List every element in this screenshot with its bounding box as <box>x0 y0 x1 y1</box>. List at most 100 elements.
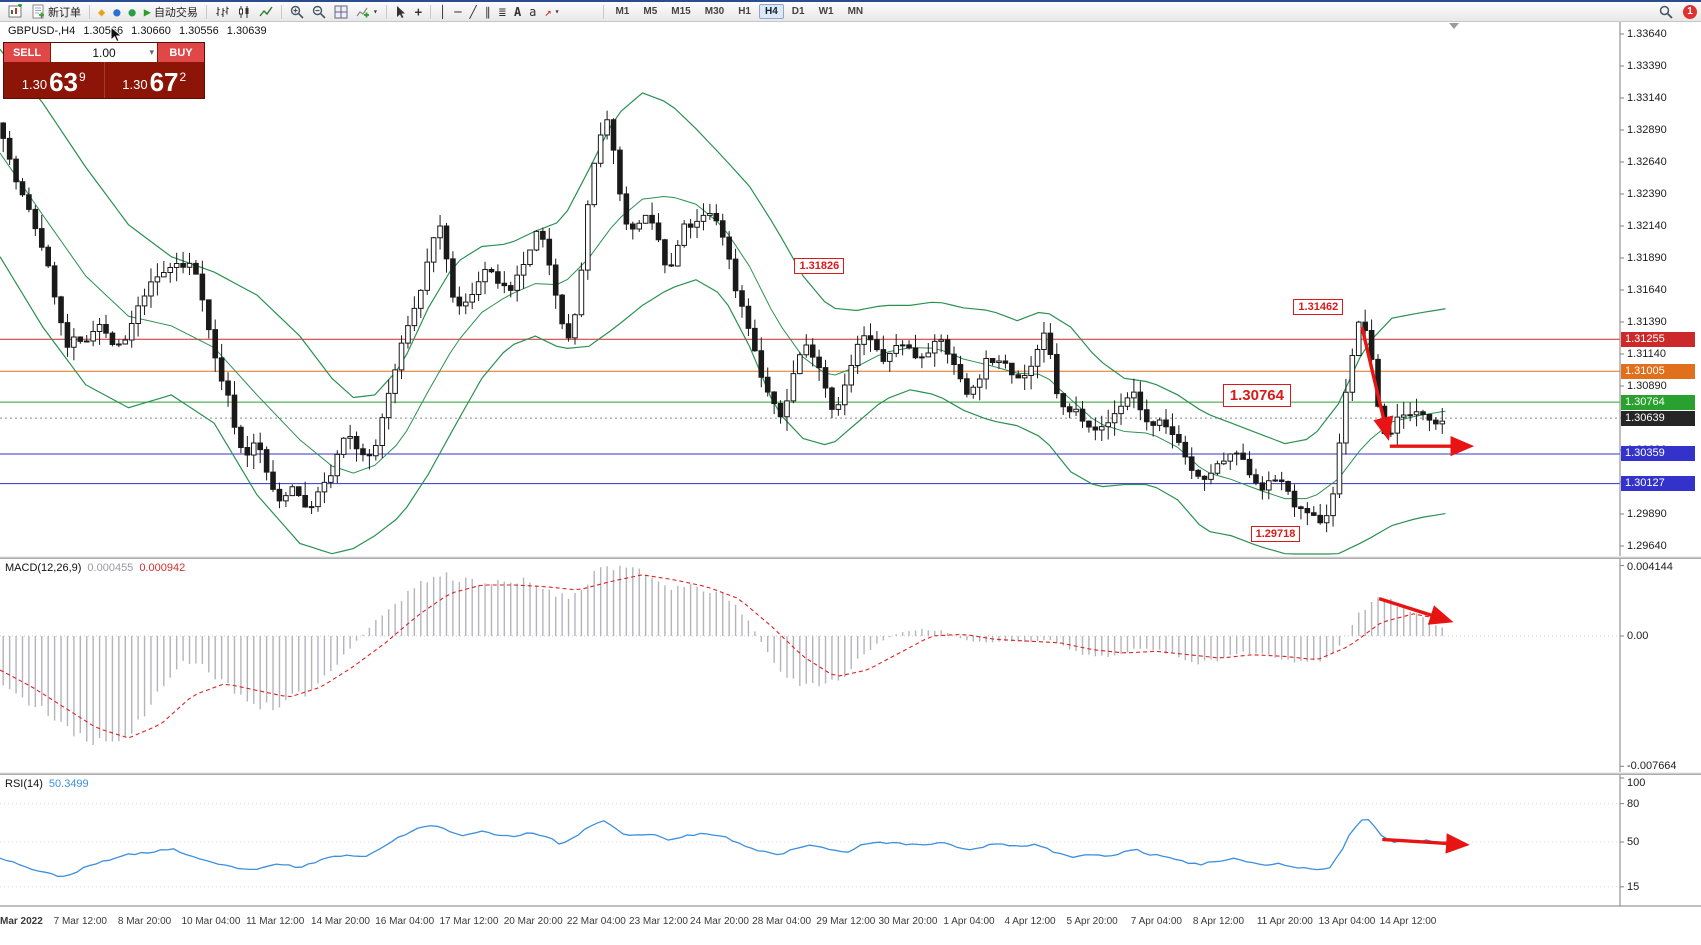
dropdown-arrow-icon: ▾ <box>554 6 560 16</box>
bollinger-middle-band <box>0 152 1446 500</box>
timeframe-M15[interactable]: M15 <box>671 6 691 17</box>
horizontal-line-tool-button[interactable]: ─ <box>450 2 465 22</box>
notifications-badge[interactable]: 1 <box>1683 4 1697 19</box>
arrows-tool-button[interactable]: ↗ ▾ <box>540 2 563 22</box>
community-icon: ● <box>128 4 136 19</box>
line-chart-button[interactable] <box>255 2 277 22</box>
timeframe-M30[interactable]: M30 <box>704 6 725 17</box>
panel-separator[interactable] <box>0 772 1701 775</box>
timeframe-MN[interactable]: MN <box>847 6 864 17</box>
trend-arrow-macd[interactable] <box>1378 596 1454 625</box>
new-order-button[interactable]: 新订单 <box>27 2 85 22</box>
macd-signal-line <box>0 574 1440 739</box>
metaeditor-button[interactable]: ◆ <box>94 2 109 22</box>
timeframe-M5[interactable]: M5 <box>643 6 658 17</box>
chart-shift-marker[interactable] <box>1449 23 1459 29</box>
timeframe-D1[interactable]: D1 <box>791 6 805 17</box>
toolbar: 新订单 ◆ ● ● ▶ 自动交易 ▾ <box>0 2 1701 22</box>
community-button[interactable]: ● <box>124 2 139 22</box>
buy-price-display[interactable]: 1.30 67 2 <box>103 62 205 98</box>
diamond-icon: ◆ <box>98 4 106 19</box>
autotrading-button[interactable]: ▶ 自动交易 <box>140 2 202 22</box>
autotrading-play-icon: ▶ <box>143 4 151 19</box>
ohlc-high: 1.30660 <box>131 25 171 37</box>
tile-windows-button[interactable] <box>330 2 352 22</box>
bull-candles <box>71 119 1446 524</box>
arrow-object-icon: ↗ <box>544 4 552 19</box>
ohlc-low: 1.30556 <box>178 25 219 37</box>
bollinger-upper-band <box>0 48 1446 445</box>
indicators-button[interactable]: ▾ <box>352 2 382 22</box>
toolbar-separator <box>430 4 431 19</box>
text-icon: A <box>513 4 522 19</box>
toolbar-separator <box>89 4 90 19</box>
candle-wicks <box>2 110 1443 533</box>
autotrading-label: 自动交易 <box>153 6 198 19</box>
indicators-icon <box>356 7 369 17</box>
search-icon <box>1659 5 1673 19</box>
toolbar-separator <box>205 4 207 19</box>
vertical-line-tool-button[interactable]: │ <box>435 2 450 22</box>
trend-arrow-price[interactable] <box>1360 326 1394 441</box>
new-chart-icon <box>8 4 22 18</box>
timeframe-W1[interactable]: W1 <box>818 6 834 17</box>
timeframe-H4[interactable]: H4 <box>758 4 784 19</box>
bollinger-lower-band <box>0 256 1446 555</box>
trend-arrow-rsi[interactable] <box>1382 833 1470 854</box>
dropdown-arrow-icon: ▾ <box>372 6 378 16</box>
rsi-header: RSI(14) 50.3499 <box>5 778 89 790</box>
sell-price-big: 63 <box>49 67 79 97</box>
line-chart-icon <box>259 6 273 16</box>
rsi-value: 50.3499 <box>48 778 89 790</box>
volume-dropdown-icon[interactable]: ▾ <box>149 47 154 57</box>
crosshair-tool-button[interactable]: + <box>411 2 426 22</box>
label-tool-button[interactable]: a <box>525 2 540 22</box>
ohlc-close: 1.30639 <box>226 25 267 37</box>
text-tool-button[interactable]: A <box>510 2 525 22</box>
candlestick-chart-button[interactable] <box>233 2 255 22</box>
buy-price-prefix: 1.30 <box>122 77 148 92</box>
trendline-icon: ╱ <box>469 4 477 19</box>
timeframe-M1[interactable]: M1 <box>615 6 630 17</box>
tile-windows-icon <box>334 5 348 18</box>
zoom-out-button[interactable] <box>308 2 330 22</box>
new-order-label: 新订单 <box>48 6 81 19</box>
buy-price-pip: 2 <box>179 70 187 84</box>
volume-input[interactable]: 1.00 ▾ <box>51 43 157 62</box>
buy-button[interactable]: BUY <box>158 43 204 62</box>
market-button[interactable]: ● <box>109 2 124 22</box>
sell-button[interactable]: SELL <box>4 43 50 62</box>
bar-chart-button[interactable] <box>211 2 233 22</box>
symbol-ohlc-header: GBPUSD-,H4 1.30566 1.30660 1.30556 1.306… <box>8 25 272 37</box>
timeframe-H1[interactable]: H1 <box>738 6 751 17</box>
sell-price-display[interactable]: 1.30 63 9 <box>4 62 104 98</box>
new-chart-button[interactable] <box>4 2 27 22</box>
fibonacci-tool-button[interactable]: ≣ <box>495 2 510 22</box>
sell-price-prefix: 1.30 <box>21 77 48 92</box>
market-icon: ● <box>113 4 121 19</box>
bear-candles <box>0 119 1439 524</box>
one-click-trading-panel: SELL 1.00 ▾ BUY 1.30 63 9 1.30 67 2 <box>3 42 205 99</box>
sell-price-pip: 9 <box>79 70 86 84</box>
mouse-cursor <box>110 26 123 43</box>
cursor-icon <box>396 5 405 18</box>
crosshair-icon: + <box>414 4 422 19</box>
macd-histogram <box>2 565 1443 746</box>
macd-value: 0.000455 <box>87 562 134 574</box>
symbol-title: GBPUSD-,H4 <box>8 25 76 37</box>
buy-price-big: 67 <box>149 67 179 97</box>
timeframe-group: M1 M5 M15 M30 H1 H4 D1 W1 MN <box>608 4 870 19</box>
new-order-icon <box>32 4 44 19</box>
macd-signal-value: 0.000942 <box>139 562 186 574</box>
fibonacci-icon: ≣ <box>498 4 506 19</box>
search-button[interactable] <box>1655 2 1677 22</box>
channel-tool-button[interactable]: ∥ <box>481 2 495 22</box>
trendline-tool-button[interactable]: ╱ <box>465 2 480 22</box>
panel-separator[interactable] <box>0 556 1701 559</box>
horizontal-line-icon: ─ <box>454 4 462 19</box>
zoom-in-button[interactable] <box>286 2 308 22</box>
cursor-tool-button[interactable] <box>391 2 411 22</box>
label-icon: a <box>529 4 537 19</box>
